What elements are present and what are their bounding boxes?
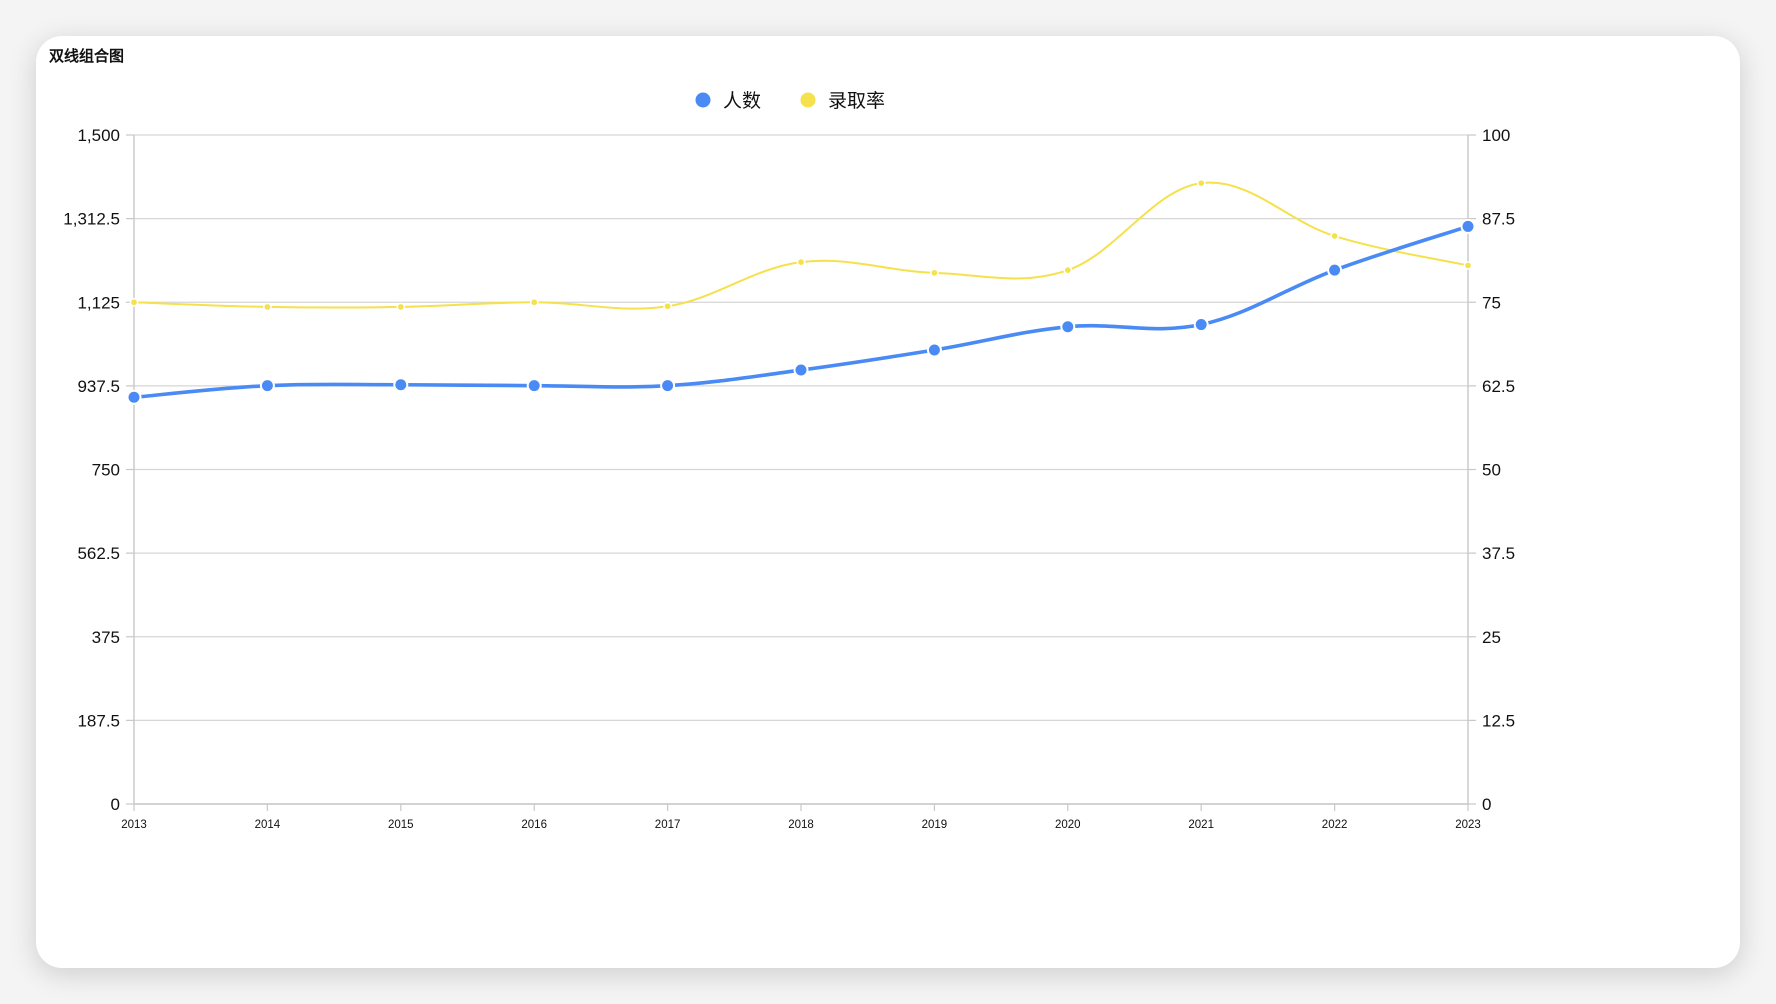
right-axis-tick-label: 37.5 xyxy=(1482,544,1515,563)
people-point xyxy=(1327,262,1343,278)
people-point xyxy=(1193,317,1209,333)
admission-rate-point xyxy=(663,301,672,311)
right-axis-tick-label: 75 xyxy=(1482,293,1501,312)
left-axis-tick-label: 187.5 xyxy=(77,711,120,730)
admission-rate-point xyxy=(1196,178,1206,188)
x-axis-tick-label: 2020 xyxy=(1055,819,1081,831)
x-axis-tick-label: 2016 xyxy=(521,819,547,831)
chart-title: 双线组合图 xyxy=(49,47,125,65)
x-axis-tick-label: 2013 xyxy=(121,819,147,831)
legend-admission-rate-label: 录取率 xyxy=(828,90,885,112)
people-point xyxy=(126,389,142,405)
admission-rate-point xyxy=(1063,265,1073,275)
right-axis-tick-label: 62.5 xyxy=(1482,377,1515,396)
x-axis-tick-label: 2019 xyxy=(922,819,948,831)
admission-rate-point xyxy=(796,257,806,267)
left-axis-tick-label: 1,312.5 xyxy=(63,210,120,229)
left-axis-tick-label: 562.5 xyxy=(77,544,120,563)
x-axis-tick-label: 2017 xyxy=(655,819,681,831)
admission-rate-point xyxy=(1463,261,1473,270)
right-axis-tick-label: 87.5 xyxy=(1482,210,1515,229)
people-point xyxy=(259,378,275,394)
x-axis-tick-label: 2022 xyxy=(1322,819,1348,831)
left-axis-tick-label: 1,125 xyxy=(77,293,120,312)
right-axis-tick-label: 12.5 xyxy=(1482,711,1515,730)
left-axis-tick-label: 1,500 xyxy=(77,126,120,145)
admission-rate-point xyxy=(263,302,272,312)
legend-people-marker xyxy=(695,92,711,108)
x-axis-tick-label: 2023 xyxy=(1455,819,1481,831)
admission-rate-line xyxy=(133,181,1469,310)
series-admission-rate xyxy=(129,178,1473,312)
right-axis-tick-label: 100 xyxy=(1482,126,1510,145)
right-axis-tick-label: 25 xyxy=(1482,628,1501,647)
people-point xyxy=(1460,218,1476,234)
x-axis-tick-label: 2015 xyxy=(388,819,414,831)
series-people xyxy=(126,218,1476,405)
people-point xyxy=(393,377,409,393)
people-point xyxy=(660,378,676,394)
left-axis-tick-label: 375 xyxy=(92,628,120,647)
legend: 人数 录取率 xyxy=(695,90,885,112)
admission-rate-point xyxy=(1330,231,1339,241)
left-axis-tick-label: 750 xyxy=(92,461,120,480)
chart-card: 双线组合图 0 0 187.5 12.5 375 25 562.5 37.5 750 50 937.… xyxy=(36,36,1740,968)
dual-line-chart: 0 0 187.5 12.5 375 25 562.5 37.5 750 50 937.5 62.5 1… xyxy=(63,90,1515,831)
people-point xyxy=(926,342,942,358)
x-axis-tick-label: 2021 xyxy=(1188,819,1214,831)
admission-rate-point xyxy=(396,302,406,312)
right-axis-tick-label: 0 xyxy=(1482,795,1491,814)
people-point xyxy=(1060,319,1076,335)
admission-rate-point xyxy=(930,268,939,278)
x-axis-tick-label: 2014 xyxy=(255,819,281,831)
people-point xyxy=(793,362,809,378)
grid-lines xyxy=(126,134,1476,805)
people-point xyxy=(526,378,542,394)
legend-people-label: 人数 xyxy=(723,90,761,112)
right-axis-tick-label: 50 xyxy=(1482,461,1501,480)
left-axis-tick-label: 937.5 xyxy=(77,377,120,396)
admission-rate-point xyxy=(529,297,539,307)
x-axis-tick-label: 2018 xyxy=(788,819,814,831)
admission-rate-point xyxy=(129,297,139,307)
legend-admission-rate-marker xyxy=(800,92,816,108)
left-axis-tick-label: 0 xyxy=(111,795,120,814)
